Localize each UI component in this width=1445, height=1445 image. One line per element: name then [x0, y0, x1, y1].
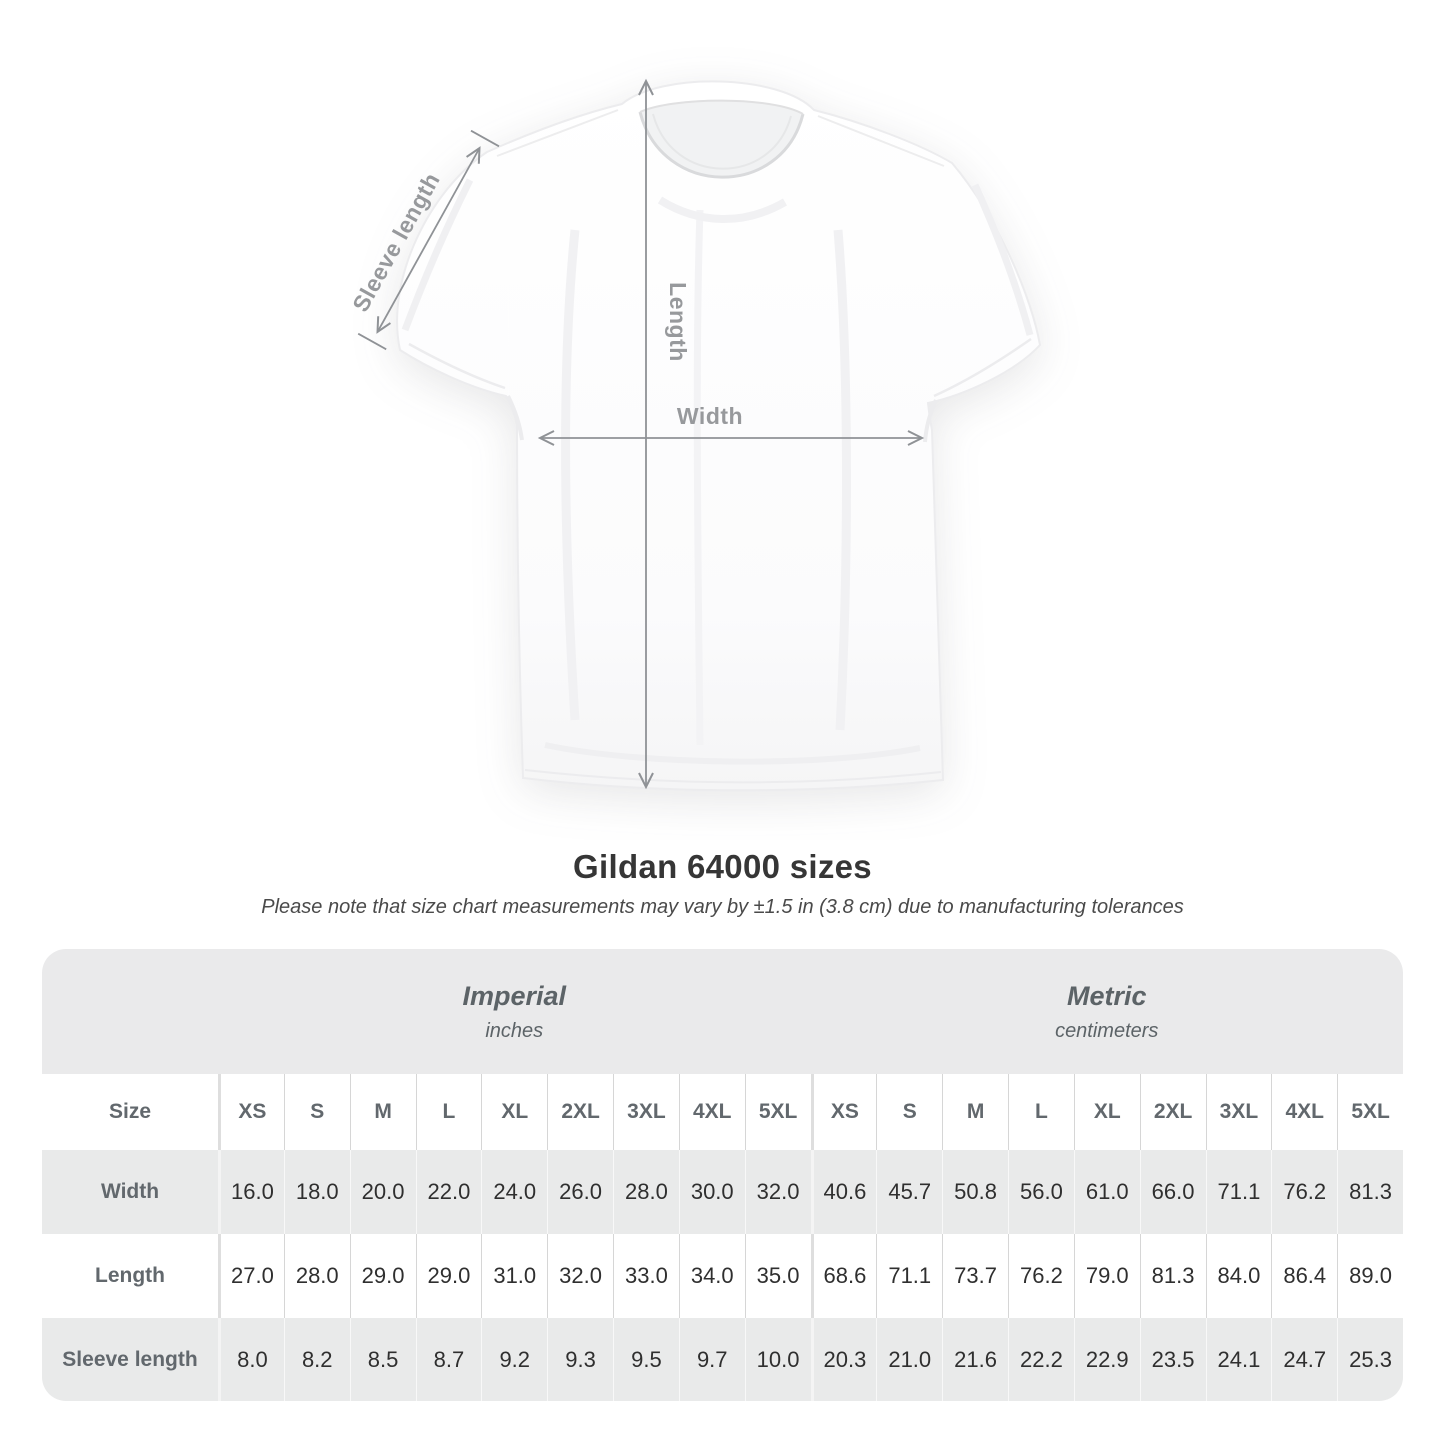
value-cell: 9.5: [613, 1318, 679, 1402]
value-cell: 32.0: [744, 1150, 811, 1235]
value-cell: 24.0: [481, 1150, 548, 1235]
value-cell: 45.7: [876, 1150, 943, 1235]
value-cell: 29.0: [415, 1234, 482, 1319]
value-cell: 89.0: [1337, 1234, 1403, 1319]
sleeve-length-start-tick: [357, 332, 387, 351]
value-cell: 20.3: [810, 1318, 877, 1402]
value-cell: 86.4: [1271, 1234, 1338, 1319]
row-label: Length: [42, 1234, 218, 1319]
size-header: 2XL: [547, 1074, 613, 1151]
value-cell: 9.2: [481, 1318, 548, 1402]
value-cell: 76.2: [1271, 1150, 1338, 1235]
size-header: M: [349, 1074, 416, 1151]
value-cell: 8.2: [283, 1318, 350, 1402]
unit-group-header-metric: Metric centimeters: [810, 949, 1403, 1075]
value-cell: 32.0: [547, 1234, 613, 1319]
size-header: 5XL: [744, 1074, 811, 1151]
unit-subtitle: inches: [485, 1019, 544, 1042]
value-cell: 9.3: [547, 1318, 613, 1402]
tolerance-note: Please note that size chart measurements…: [261, 896, 1184, 919]
row-label: Sleeve length: [42, 1318, 218, 1402]
unit-group-header-imperial: Imperial inches: [218, 949, 811, 1075]
value-cell: 71.1: [1205, 1150, 1272, 1235]
value-cell: 24.7: [1271, 1318, 1338, 1402]
value-cell: 81.3: [1139, 1234, 1206, 1319]
value-cell: 9.7: [678, 1318, 745, 1402]
size-corner-header: Size: [42, 1074, 218, 1151]
measurement-annotations: [357, 78, 925, 790]
value-cell: 26.0: [547, 1150, 613, 1235]
value-cell: 28.0: [613, 1150, 679, 1235]
size-header: L: [1008, 1074, 1074, 1151]
size-header: S: [283, 1074, 350, 1151]
value-cell: 84.0: [1205, 1234, 1272, 1319]
tshirt-illustration: [396, 80, 1042, 792]
length-label: Length: [665, 282, 691, 362]
value-cell: 61.0: [1073, 1150, 1140, 1235]
unit-band-corner: [42, 949, 218, 1075]
value-cell: 24.1: [1205, 1318, 1272, 1402]
value-cell: 40.6: [810, 1150, 877, 1235]
value-cell: 22.0: [415, 1150, 482, 1235]
value-cell: 35.0: [744, 1234, 811, 1319]
width-label: Width: [677, 403, 743, 429]
value-cell: 73.7: [942, 1234, 1008, 1319]
value-cell: 22.2: [1008, 1318, 1074, 1402]
value-cell: 33.0: [613, 1234, 679, 1319]
value-cell: 50.8: [942, 1150, 1008, 1235]
value-cell: 20.0: [349, 1150, 416, 1235]
row-label: Width: [42, 1150, 218, 1235]
size-header: M: [942, 1074, 1008, 1151]
value-cell: 29.0: [349, 1234, 416, 1319]
value-cell: 27.0: [218, 1234, 284, 1319]
size-header: XS: [218, 1074, 284, 1151]
page-title: Gildan 64000 sizes: [573, 848, 872, 885]
sleeve-length-arrow: [376, 146, 481, 334]
size-header: XS: [810, 1074, 877, 1151]
size-header: L: [415, 1074, 482, 1151]
value-cell: 28.0: [283, 1234, 350, 1319]
value-cell: 8.7: [415, 1318, 482, 1402]
value-cell: 25.3: [1337, 1318, 1403, 1402]
tshirt-figure: Sleeve length Length Width: [347, 78, 1042, 792]
size-header: 2XL: [1139, 1074, 1206, 1151]
value-cell: 31.0: [481, 1234, 548, 1319]
unit-subtitle: centimeters: [1055, 1019, 1159, 1042]
value-cell: 8.5: [349, 1318, 416, 1402]
size-header: 4XL: [1271, 1074, 1338, 1151]
value-cell: 81.3: [1337, 1150, 1403, 1235]
value-cell: 30.0: [678, 1150, 745, 1235]
value-cell: 22.9: [1073, 1318, 1140, 1402]
size-header: 3XL: [1205, 1074, 1272, 1151]
sleeve-length-end-tick: [470, 129, 500, 148]
size-header: 3XL: [613, 1074, 679, 1151]
value-cell: 8.0: [218, 1318, 284, 1402]
value-cell: 71.1: [876, 1234, 943, 1319]
product-figure: Sleeve length Length Width: [347, 78, 1042, 792]
unit-title: Metric: [1066, 980, 1147, 1011]
value-cell: 21.0: [876, 1318, 943, 1402]
value-cell: 23.5: [1139, 1318, 1206, 1402]
size-header: XL: [481, 1074, 548, 1151]
value-cell: 10.0: [744, 1318, 811, 1402]
value-cell: 34.0: [678, 1234, 745, 1319]
unit-title: Imperial: [462, 980, 567, 1011]
value-cell: 66.0: [1139, 1150, 1206, 1235]
size-table: Imperial inches Metric centimeters Size XS S M L…: [42, 949, 1403, 1402]
size-header: XL: [1073, 1074, 1140, 1151]
value-cell: 18.0: [283, 1150, 350, 1235]
value-cell: 21.6: [942, 1318, 1008, 1402]
value-cell: 68.6: [810, 1234, 877, 1319]
value-cell: 56.0: [1008, 1150, 1074, 1235]
value-cell: 16.0: [218, 1150, 284, 1235]
size-header: 4XL: [678, 1074, 745, 1151]
value-cell: 76.2: [1008, 1234, 1074, 1319]
size-header: 5XL: [1337, 1074, 1403, 1151]
value-cell: 79.0: [1073, 1234, 1140, 1319]
size-header: S: [876, 1074, 943, 1151]
